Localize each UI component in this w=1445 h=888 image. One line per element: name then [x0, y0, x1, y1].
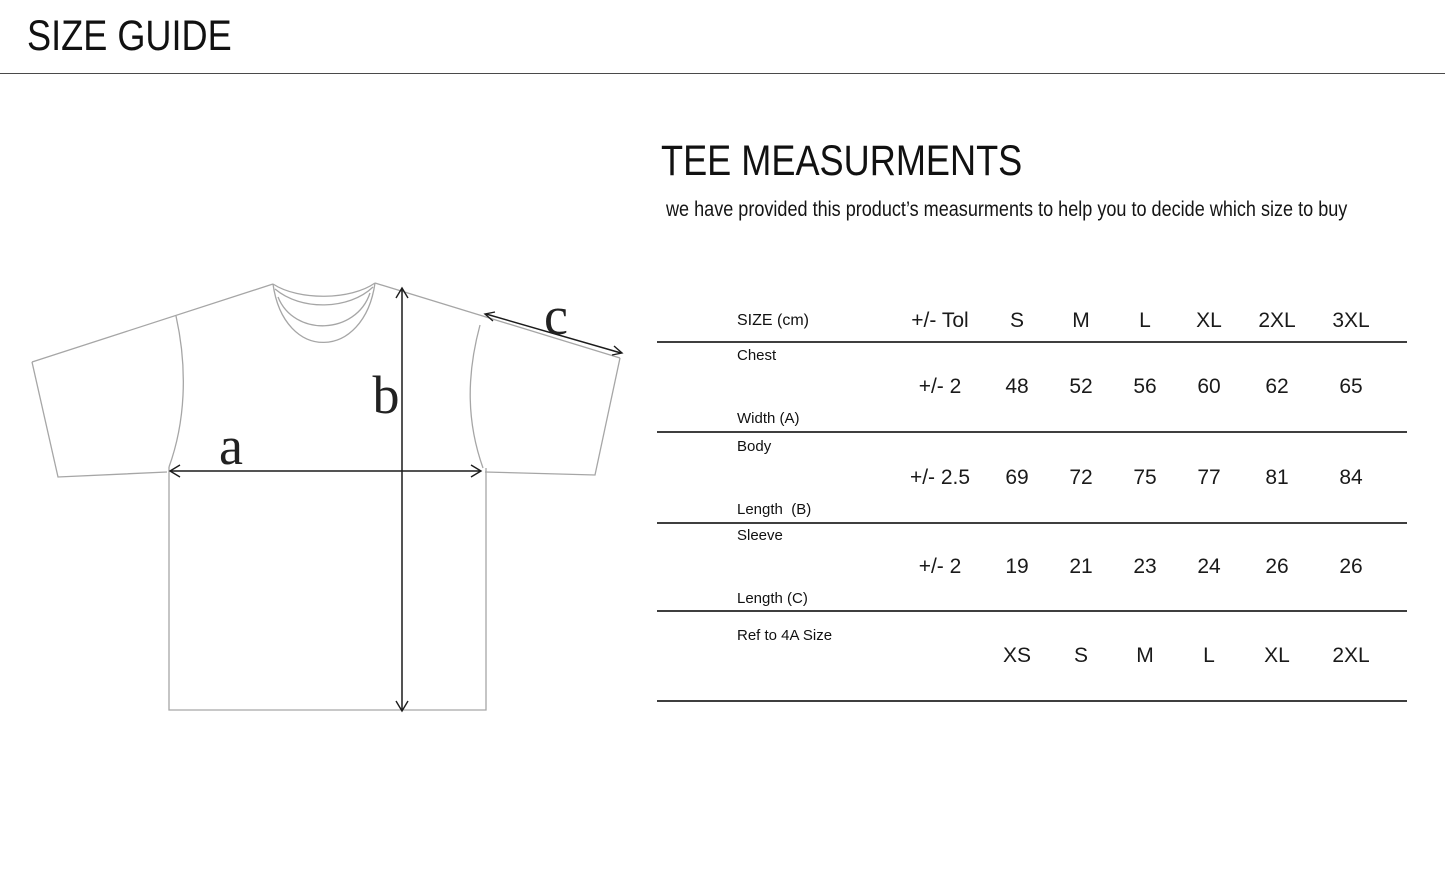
header-size-s: S [1009, 308, 1024, 332]
arrow-a-head-right [470, 464, 483, 478]
cell-value: S [1073, 644, 1088, 667]
header-size-label: SIZE (cm) [737, 312, 809, 329]
table-row-sleeve-length: Sleeve Length (C) +/- 2 19 21 23 24 26 2… [657, 524, 1407, 612]
measurement-arrows [168, 286, 624, 713]
row-label: Body Length (B) [657, 394, 895, 562]
row-label-line2: Width (A) [737, 410, 800, 427]
cell-value: 84 [1339, 465, 1363, 489]
cell-value: 69 [1005, 465, 1029, 489]
table-row-chest-width: Chest Width (A) +/- 2 48 52 56 60 62 65 [657, 343, 1407, 433]
arrow-c-head-left [483, 311, 496, 322]
header-divider [0, 73, 1445, 74]
collar-outer-curve [272, 282, 376, 344]
header-size-m: M [1072, 308, 1090, 332]
header-tol-label: +/- Tol [911, 308, 969, 332]
tee-outline [31, 282, 621, 711]
section-subtitle: we have provided this product’s measurme… [666, 198, 1348, 221]
row-label-line1: Body [737, 437, 772, 455]
header-size-l: L [1139, 308, 1151, 332]
cell-value: 21 [1069, 555, 1093, 578]
row-tolerance: +/- 2 [918, 375, 962, 398]
collar-rib-curve [274, 286, 374, 306]
collar-back-neck-curve [272, 282, 376, 297]
cell-value: M [1136, 644, 1154, 667]
cell-value: XS [1002, 644, 1031, 667]
cell-value: 72 [1069, 465, 1093, 489]
tee-diagram-svg: a b c [31, 282, 624, 713]
header-size-xl: XL [1196, 308, 1222, 332]
row-label-line2: Length (C) [737, 590, 808, 607]
arrow-b-head-top [395, 286, 409, 299]
diagram-label-c: c [544, 286, 568, 346]
row-label-line1: Ref to 4A Size [737, 626, 833, 644]
diagram-label-b: b [373, 365, 400, 425]
right-sleeve [484, 357, 621, 476]
table-row-ref-4a-size: Ref to 4A Size XS S M L XL 2XL [657, 612, 1407, 702]
arrow-c-head-right [611, 345, 624, 356]
row-label: Sleeve Length (C) [657, 483, 895, 651]
collar-front-curve [277, 292, 371, 327]
row-label-line2: Length (B) [737, 500, 812, 518]
diagram-label-a: a [219, 416, 243, 476]
left-shoulder-seam [31, 283, 274, 363]
cell-value: 26 [1339, 555, 1363, 578]
row-label-line1: Chest [737, 347, 777, 364]
cell-value: 75 [1133, 465, 1157, 489]
row-label-line1: Sleeve [737, 527, 783, 544]
cell-value: 60 [1197, 375, 1221, 398]
arrow-b-head-bottom [395, 700, 409, 713]
tee-body [168, 467, 487, 711]
cell-value: XL [1264, 644, 1290, 667]
measurements-table: SIZE (cm) +/- Tol S M L XL 2XL 3XL Chest… [657, 300, 1407, 702]
right-armhole-seam [469, 324, 484, 469]
arrow-c-line [485, 313, 622, 354]
cell-value: 26 [1265, 555, 1289, 578]
header-size-3xl: 3XL [1332, 308, 1370, 332]
tee-measurement-diagram: a b c [0, 255, 660, 780]
cell-value: 23 [1133, 555, 1157, 578]
row-label: Chest Width (A) [657, 303, 895, 471]
cell-value: 2XL [1332, 644, 1370, 667]
page-title: SIZE GUIDE [27, 12, 232, 60]
cell-value: L [1203, 644, 1215, 667]
row-label: Ref to 4A Size [657, 583, 895, 730]
cell-value: 19 [1005, 555, 1029, 578]
cell-value: 81 [1265, 465, 1289, 489]
section-title: TEE MEASURMENTS [661, 137, 1023, 185]
table-header-row: SIZE (cm) +/- Tol S M L XL 2XL 3XL [657, 300, 1407, 343]
arrow-a-head-left [168, 464, 181, 478]
cell-value: 62 [1265, 375, 1289, 398]
left-sleeve [31, 361, 168, 478]
cell-value: 48 [1005, 375, 1029, 398]
cell-value: 24 [1197, 555, 1221, 578]
cell-value: 56 [1133, 375, 1157, 398]
cell-value: 52 [1069, 375, 1093, 398]
table-row-body-length: Body Length (B) +/- 2.5 69 72 75 77 81 8… [657, 433, 1407, 524]
right-shoulder-seam [374, 282, 621, 359]
cell-value: 65 [1339, 375, 1363, 398]
row-tolerance: +/- 2 [918, 555, 962, 578]
left-armhole-seam [168, 315, 184, 468]
header-size-2xl: 2XL [1258, 308, 1296, 332]
row-tolerance: +/- 2.5 [909, 465, 971, 489]
cell-value: 77 [1197, 465, 1221, 489]
